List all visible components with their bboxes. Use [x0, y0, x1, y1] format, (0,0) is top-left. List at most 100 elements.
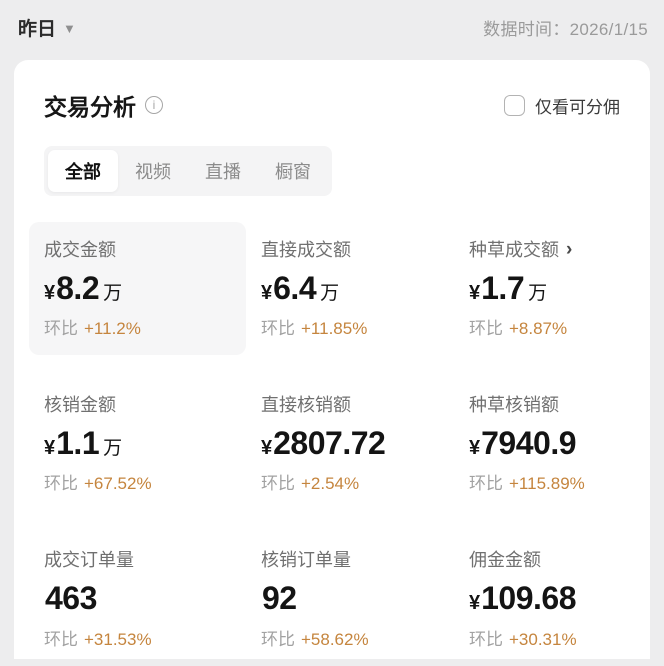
delta-value: +30.31% [509, 629, 577, 649]
metric-value: 92 [261, 581, 446, 616]
metric-label-row: 核销订单量 › [261, 546, 446, 572]
metric-number: 7940.9 [481, 425, 576, 462]
delta-value: +67.52% [84, 474, 152, 494]
tab-label: 橱窗 [275, 162, 311, 182]
metric-cell[interactable]: 核销金额 › ¥ 1.1 万 环比 +67.52% [29, 377, 246, 510]
metric-value: ¥ 2807.72 [261, 425, 446, 462]
delta-label: 环比 [44, 629, 78, 649]
metric-unit: 万 [103, 283, 123, 304]
delta-label: 环比 [469, 629, 503, 649]
delta-value: +115.89% [509, 474, 585, 494]
data-time: 数据时间：2026/1/15 [483, 15, 648, 40]
card-header: 交易分析 i 仅看可分佣 [44, 88, 620, 122]
metric-label-row: 成交订单量 › [44, 546, 238, 572]
metric-value: ¥ 1.1 万 [44, 425, 238, 462]
title-row: 交易分析 i [44, 88, 163, 122]
card-title: 交易分析 [44, 94, 136, 120]
metric-value: ¥ 8.2 万 [44, 270, 238, 306]
metric-number: 1.7 [481, 270, 525, 306]
delta-label: 环比 [261, 319, 295, 339]
metric-unit: 万 [528, 283, 548, 304]
metric-number: 463 [45, 580, 97, 617]
delta-value: +2.54% [301, 474, 360, 494]
period-label: 昨日 [18, 18, 57, 40]
metric-value: ¥ 1.7 万 [469, 270, 627, 306]
currency-symbol: ¥ [469, 437, 481, 460]
metric-cell[interactable]: 成交金额 › ¥ 8.2 万 环比 +11.2% [29, 222, 246, 356]
metric-label: 成交金额 [44, 240, 116, 260]
currency-symbol: ¥ [469, 282, 481, 304]
metric-label: 核销订单量 [261, 550, 351, 571]
metric-delta: 环比 +115.89% [469, 469, 627, 494]
currency-symbol: ¥ [44, 282, 56, 304]
metric-cell[interactable]: 成交订单量 › 463 环比 +31.53% [29, 532, 246, 665]
metric-number: 2807.72 [273, 425, 386, 462]
metric-delta: 环比 +2.54% [261, 469, 446, 494]
chevron-right-icon: › [566, 238, 573, 260]
metric-cell[interactable]: 种草成交额 › ¥ 1.7 万 环比 +8.87% [454, 222, 635, 355]
metric-unit: 万 [320, 283, 340, 304]
metric-number: 92 [262, 580, 297, 617]
metric-label-row: 佣金金额 › [469, 546, 627, 572]
metric-delta: 环比 +30.31% [469, 625, 627, 650]
commission-filter[interactable]: 仅看可分佣 [504, 93, 620, 118]
metric-delta: 环比 +58.62% [261, 625, 446, 650]
metrics-grid: 成交金额 › ¥ 8.2 万 环比 +11.2% 直接成交额 › [29, 222, 635, 666]
delta-label: 环比 [261, 474, 295, 494]
delta-label: 环比 [44, 319, 78, 339]
metric-cell[interactable]: 佣金金额 › ¥ 109.68 环比 +30.31% [454, 532, 635, 665]
metric-cell[interactable]: 种草核销额 › ¥ 7940.9 环比 +115.89% [454, 377, 635, 510]
metric-number: 1.1 [56, 425, 100, 462]
metric-number: 6.4 [273, 270, 317, 306]
info-icon[interactable]: i [145, 96, 163, 114]
metric-delta: 环比 +11.2% [44, 314, 238, 339]
metric-value: ¥ 7940.9 [469, 425, 627, 462]
metric-label-row: 核销金额 › [44, 391, 238, 417]
metric-label: 直接成交额 [261, 240, 351, 260]
metric-number: 109.68 [481, 580, 576, 617]
metric-value: 463 [44, 581, 238, 616]
metric-label: 种草核销额 [469, 395, 559, 416]
metric-delta: 环比 +8.87% [469, 314, 627, 339]
channel-tab[interactable]: 直播 [188, 150, 258, 192]
metric-label-row: 成交金额 › [44, 236, 238, 262]
delta-label: 环比 [261, 629, 295, 649]
metric-label: 直接核销额 [261, 395, 351, 416]
delta-value: +8.87% [509, 319, 568, 339]
channel-tab[interactable]: 全部 [48, 150, 118, 192]
metric-delta: 环比 +11.85% [261, 314, 446, 339]
currency-symbol: ¥ [44, 437, 56, 460]
metric-cell[interactable]: 直接成交额 › ¥ 6.4 万 环比 +11.85% [246, 222, 454, 355]
commission-filter-label: 仅看可分佣 [535, 97, 620, 117]
caret-down-icon: ▼ [63, 20, 76, 36]
delta-value: +58.62% [301, 629, 369, 649]
delta-label: 环比 [469, 474, 503, 494]
period-selector[interactable]: 昨日 ▼ [18, 14, 76, 41]
metric-delta: 环比 +31.53% [44, 625, 238, 650]
metric-cell[interactable]: 直接核销额 › ¥ 2807.72 环比 +2.54% [246, 377, 454, 510]
channel-tab[interactable]: 视频 [118, 150, 188, 192]
commission-checkbox[interactable] [504, 94, 525, 116]
metric-label: 佣金金额 [469, 550, 541, 571]
metric-value: ¥ 6.4 万 [261, 270, 446, 306]
delta-value: +11.85% [301, 319, 368, 339]
metric-label-row: 直接核销额 › [261, 391, 446, 417]
metric-number: 8.2 [56, 270, 100, 306]
delta-label: 环比 [469, 319, 503, 339]
metric-cell[interactable]: 核销订单量 › 92 环比 +58.62% [246, 532, 454, 665]
data-time-label: 数据时间： [483, 19, 570, 39]
metric-label: 种草成交额 [469, 240, 559, 260]
tab-label: 直播 [205, 162, 241, 182]
channel-tabs: 全部 视频 直播 橱窗 [44, 146, 332, 196]
metric-value: ¥ 109.68 [469, 581, 627, 616]
metric-unit: 万 [103, 438, 123, 460]
currency-symbol: ¥ [261, 437, 273, 460]
channel-tab[interactable]: 橱窗 [258, 150, 328, 192]
metric-label: 成交订单量 [44, 550, 134, 571]
data-time-value: 2026/1/15 [569, 19, 648, 39]
metric-delta: 环比 +67.52% [44, 469, 238, 494]
delta-value: +31.53% [84, 629, 152, 649]
currency-symbol: ¥ [261, 282, 273, 304]
metric-label: 核销金额 [44, 395, 116, 416]
tab-label: 全部 [65, 162, 101, 182]
